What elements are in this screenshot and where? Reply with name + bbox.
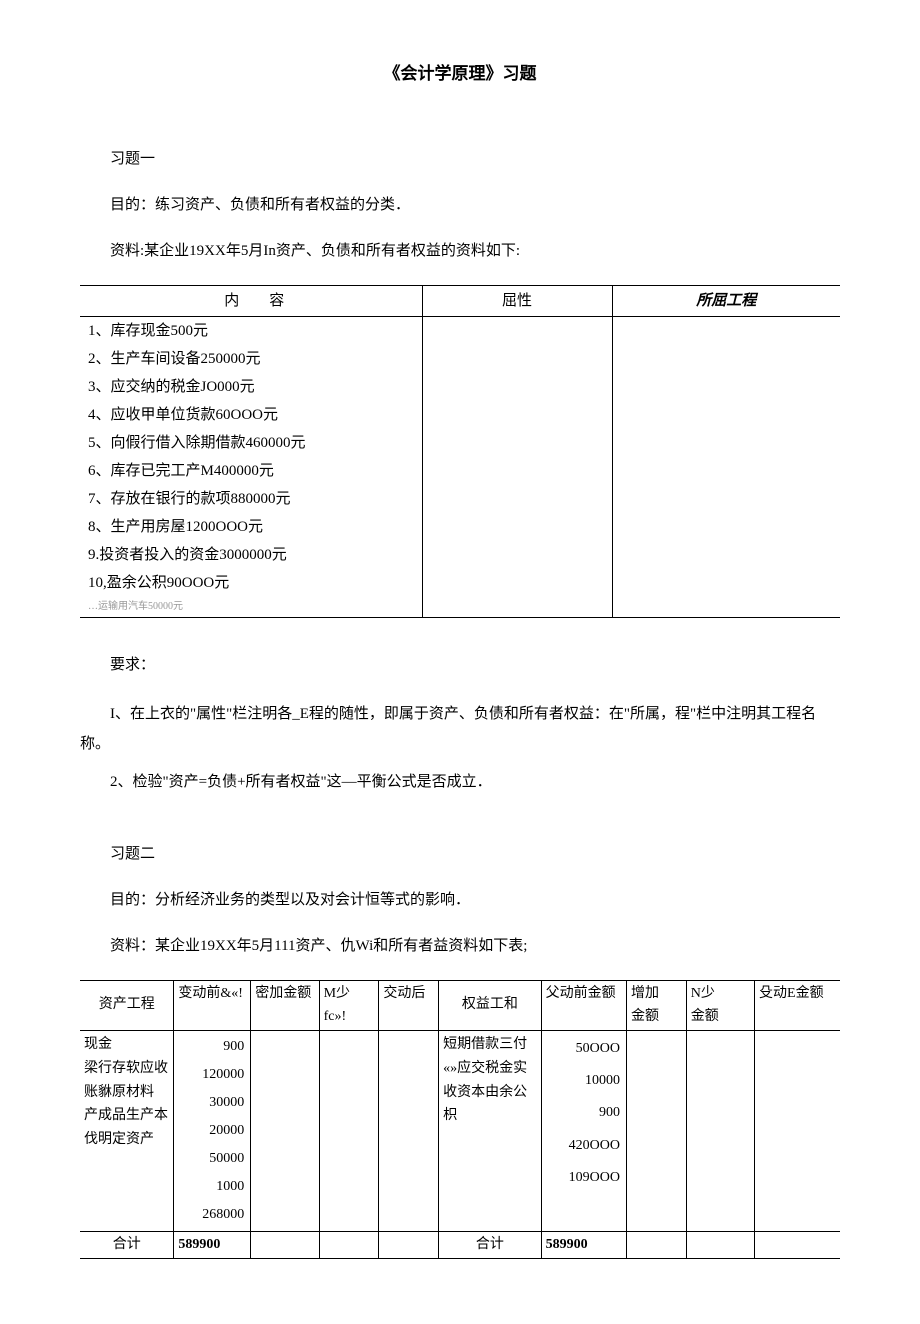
ex2-total-asset: 589900 bbox=[174, 1231, 251, 1258]
ex1-row: 2、生产车间设备250000元 bbox=[80, 345, 422, 373]
ex2-total-label2: 合计 bbox=[439, 1231, 541, 1258]
ex2-th: 资产工程 bbox=[80, 981, 174, 1031]
ex2-th: 殳动E金额 bbox=[755, 981, 840, 1031]
ex2-table: 资产工程 变动前&«! 密加金额 M少 fc»! 交动后 权益工和 父动前金额 … bbox=[80, 980, 840, 1259]
ex1-th-project: 所屈工程 bbox=[612, 286, 840, 317]
ex1-row: 1、库存现金500元 bbox=[80, 317, 422, 346]
ex2-th: 密加金额 bbox=[251, 981, 319, 1031]
ex1-req-item: 2、检验"资产=负债+所有者权益"这—平衡公式是否成立． bbox=[80, 767, 840, 797]
ex1-row: 10,盈余公积90OOO元 bbox=[80, 569, 422, 597]
ex2-th: N少 金额 bbox=[686, 981, 754, 1031]
ex2-th: 权益工和 bbox=[439, 981, 541, 1031]
ex1-row: 9.投资者投入的资金3000000元 bbox=[80, 541, 422, 569]
ex1-row: …运输用汽车50000元 bbox=[80, 597, 422, 618]
ex1-req-heading: 要求： bbox=[80, 653, 840, 677]
ex1-table: 内容 屈性 所屈工程 1、库存现金500元 2、生产车间设备250000元 3、… bbox=[80, 285, 840, 618]
ex2-th: 增加 金额 bbox=[626, 981, 686, 1031]
ex2-th: 父动前金额 bbox=[541, 981, 626, 1031]
page-title: 《会计学原理》习题 bbox=[80, 60, 840, 87]
ex1-material: 资料:某企业19XX年5月In资产、负债和所有者权益的资料如下: bbox=[80, 239, 840, 263]
ex2-th: 交动后 bbox=[379, 981, 439, 1031]
ex2-material: 资料：某企业19XX年5月111资产、仇Wi和所有者益资料如下表; bbox=[80, 934, 840, 958]
ex2-asset-items: 现金 梁行存软应收 账貅原材料 产成品生产本 伐明定资产 bbox=[80, 1030, 174, 1231]
ex2-total-label: 合计 bbox=[80, 1231, 174, 1258]
ex2-total-equity: 589900 bbox=[541, 1231, 626, 1258]
ex2-th: M少 fc»! bbox=[319, 981, 379, 1031]
ex2-equity-items: 短期借款三付 «»应交税金实 收资本由余公 枳 bbox=[439, 1030, 541, 1231]
ex2-th: 变动前&«! bbox=[174, 981, 251, 1031]
ex1-row: 8、生产用房屋1200OOO元 bbox=[80, 513, 422, 541]
ex1-heading: 习题一 bbox=[80, 147, 840, 171]
ex2-asset-values: 900 120000 30000 20000 50000 1000 268000 bbox=[174, 1030, 251, 1231]
ex1-row: 6、库存已完工产M400000元 bbox=[80, 457, 422, 485]
ex2-equity-values: 50OOO 10000 900 420OOO 109OOO bbox=[541, 1030, 626, 1231]
ex2-purpose: 目的：分析经济业务的类型以及对会计恒等式的影响． bbox=[80, 888, 840, 912]
ex1-th-attr: 屈性 bbox=[422, 286, 612, 317]
ex1-row: 5、向假行借入除期借款460000元 bbox=[80, 429, 422, 457]
ex1-purpose: 目的：练习资产、负债和所有者权益的分类． bbox=[80, 193, 840, 217]
ex1-row: 4、应收甲单位货款60OOO元 bbox=[80, 401, 422, 429]
ex1-th-content: 内容 bbox=[80, 286, 422, 317]
ex1-req-item: I、在上衣的"属性"栏注明各_E程的随性，即属于资产、负债和所有者权益：在"所属… bbox=[80, 699, 840, 759]
ex1-row: 3、应交纳的税金JO000元 bbox=[80, 373, 422, 401]
ex2-heading: 习题二 bbox=[80, 842, 840, 866]
ex1-row: 7、存放在银行的款项880000元 bbox=[80, 485, 422, 513]
